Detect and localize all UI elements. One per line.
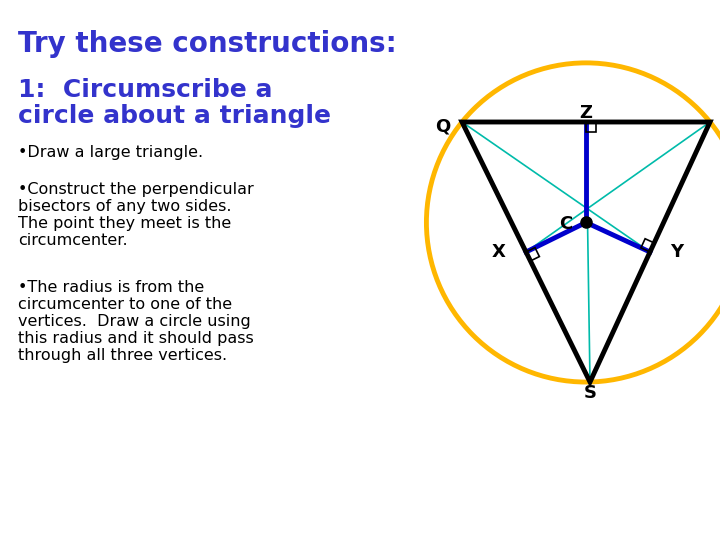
Text: bisectors of any two sides.: bisectors of any two sides. <box>18 199 232 214</box>
Text: •The radius is from the: •The radius is from the <box>18 280 204 295</box>
Text: circumcenter.: circumcenter. <box>18 233 127 248</box>
Text: •Draw a large triangle.: •Draw a large triangle. <box>18 145 203 160</box>
Text: vertices.  Draw a circle using: vertices. Draw a circle using <box>18 314 251 329</box>
Text: C: C <box>559 215 572 233</box>
Text: The point they meet is the: The point they meet is the <box>18 216 231 231</box>
Text: X: X <box>492 243 506 261</box>
Text: circumcenter to one of the: circumcenter to one of the <box>18 297 232 312</box>
Text: circle about a triangle: circle about a triangle <box>18 104 331 128</box>
Text: 1:  Circumscribe a: 1: Circumscribe a <box>18 78 272 102</box>
Text: S: S <box>583 384 596 402</box>
Text: through all three vertices.: through all three vertices. <box>18 348 227 363</box>
Text: Z: Z <box>580 104 593 122</box>
Text: Y: Y <box>670 243 683 261</box>
Text: Q: Q <box>435 118 450 136</box>
Text: Try these constructions:: Try these constructions: <box>18 30 397 58</box>
Text: •Construct the perpendicular: •Construct the perpendicular <box>18 182 253 197</box>
Text: this radius and it should pass: this radius and it should pass <box>18 331 253 346</box>
